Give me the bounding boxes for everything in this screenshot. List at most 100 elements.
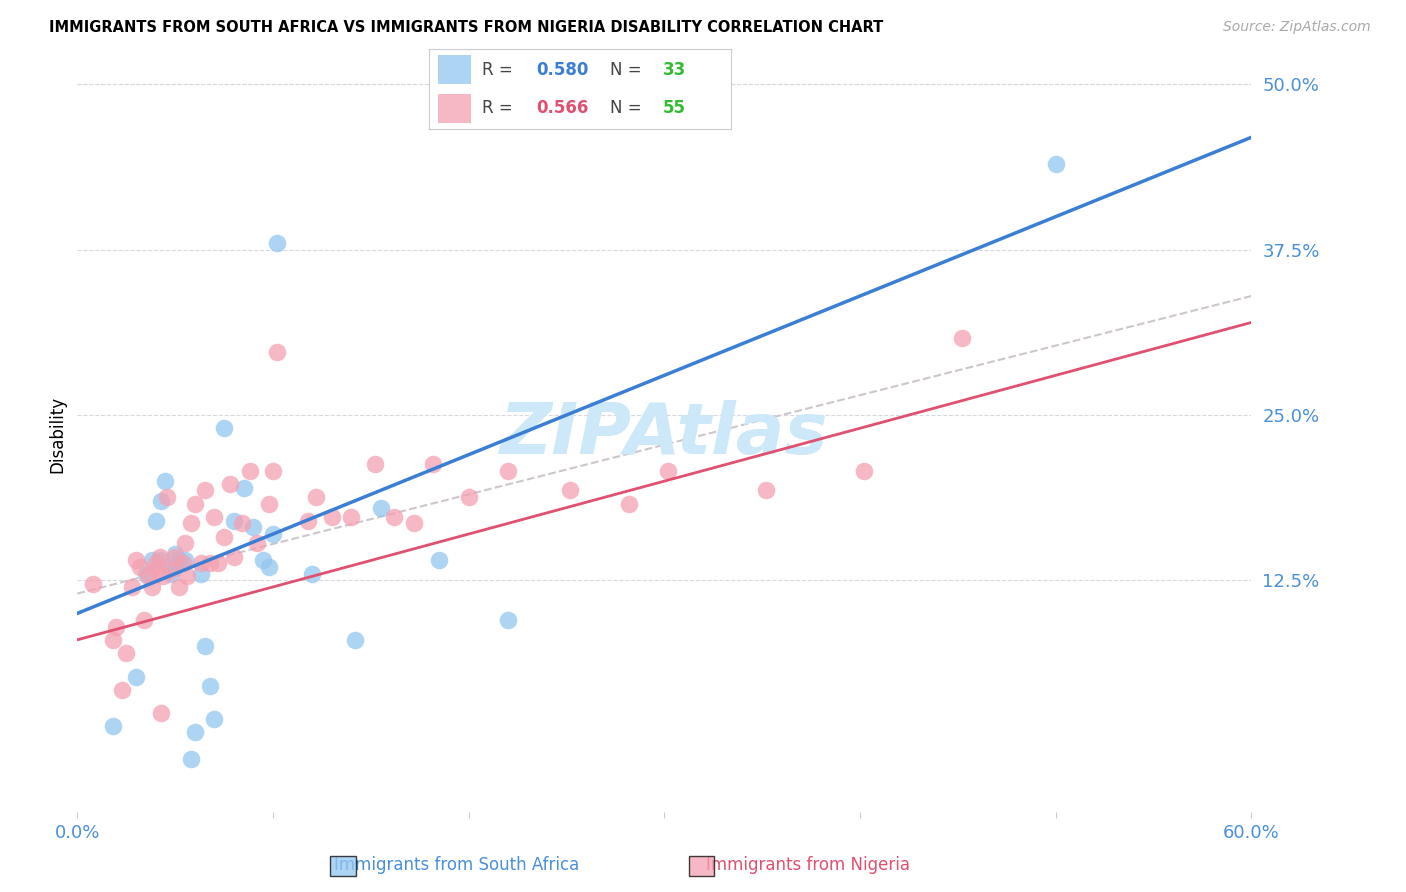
Point <box>257 560 280 574</box>
Point <box>129 560 152 574</box>
Bar <box>437 55 471 85</box>
Point <box>246 536 269 550</box>
Point <box>136 569 159 583</box>
Text: N =: N = <box>610 99 647 117</box>
Point <box>257 497 280 511</box>
Point <box>340 509 363 524</box>
Point <box>222 549 245 564</box>
Point <box>560 483 582 498</box>
Text: 0.566: 0.566 <box>536 99 589 117</box>
Point <box>145 563 167 577</box>
Point <box>160 566 183 581</box>
Point <box>160 563 183 577</box>
Text: R =: R = <box>482 99 517 117</box>
Point <box>165 547 187 561</box>
Point <box>176 569 198 583</box>
Point <box>202 712 225 726</box>
Point <box>427 553 450 567</box>
Point <box>231 516 253 531</box>
Point <box>174 536 197 550</box>
Point <box>148 549 170 564</box>
Point <box>183 725 207 739</box>
Point <box>301 566 323 581</box>
Point <box>145 556 167 570</box>
Point <box>212 530 235 544</box>
Point <box>266 344 288 359</box>
Point <box>115 646 138 660</box>
Point <box>222 514 245 528</box>
Point <box>141 553 163 567</box>
Point <box>305 490 328 504</box>
Point <box>101 719 124 733</box>
Point <box>370 500 392 515</box>
Point <box>200 679 222 693</box>
Point <box>148 553 170 567</box>
Point <box>111 683 134 698</box>
Text: ZIPAtlas: ZIPAtlas <box>501 401 828 469</box>
Point <box>190 556 212 570</box>
Point <box>657 464 679 478</box>
Point <box>212 421 235 435</box>
Y-axis label: Disability: Disability <box>48 396 66 474</box>
Text: IMMIGRANTS FROM SOUTH AFRICA VS IMMIGRANTS FROM NIGERIA DISABILITY CORRELATION C: IMMIGRANTS FROM SOUTH AFRICA VS IMMIGRAN… <box>49 20 883 35</box>
Point <box>422 457 444 471</box>
Point <box>321 509 343 524</box>
Text: Immigrants from Nigeria: Immigrants from Nigeria <box>706 855 911 873</box>
Point <box>167 580 190 594</box>
Text: R =: R = <box>482 62 517 79</box>
Point <box>755 483 778 498</box>
Point <box>496 613 519 627</box>
Point <box>101 632 124 647</box>
Point <box>125 553 148 567</box>
Point <box>344 632 367 647</box>
Point <box>193 483 215 498</box>
Point <box>202 509 225 524</box>
Point <box>238 464 260 478</box>
Point <box>150 494 173 508</box>
Point <box>200 556 222 570</box>
Text: Immigrants from South Africa: Immigrants from South Africa <box>335 855 579 873</box>
Point <box>457 490 479 504</box>
Point <box>82 577 104 591</box>
Point <box>132 613 155 627</box>
Point <box>183 497 207 511</box>
Point <box>219 476 242 491</box>
Bar <box>437 94 471 123</box>
Point <box>617 497 640 511</box>
Point <box>155 474 177 488</box>
Point <box>180 752 202 766</box>
Text: 55: 55 <box>664 99 686 117</box>
Point <box>852 464 875 478</box>
Point <box>266 236 288 251</box>
Point <box>496 464 519 478</box>
Point <box>232 481 254 495</box>
Point <box>180 516 202 531</box>
Point <box>242 520 264 534</box>
Point <box>382 509 405 524</box>
Point <box>193 640 215 654</box>
Point <box>190 566 212 581</box>
Point <box>121 580 143 594</box>
Point <box>262 464 284 478</box>
Point <box>165 549 187 564</box>
Text: Source: ZipAtlas.com: Source: ZipAtlas.com <box>1223 20 1371 34</box>
Point <box>165 560 187 574</box>
Point <box>207 556 229 570</box>
Text: 33: 33 <box>664 62 686 79</box>
Point <box>950 331 973 345</box>
Point <box>1045 157 1067 171</box>
Point <box>172 556 194 570</box>
Point <box>262 527 284 541</box>
Point <box>145 514 167 528</box>
Point <box>402 516 425 531</box>
Point <box>141 580 163 594</box>
Point <box>252 553 274 567</box>
Point <box>174 553 197 567</box>
Text: 0.580: 0.580 <box>536 62 589 79</box>
Point <box>125 670 148 684</box>
Text: N =: N = <box>610 62 647 79</box>
Point <box>156 490 179 504</box>
Point <box>364 457 387 471</box>
Point <box>135 566 157 581</box>
Point <box>167 553 190 567</box>
